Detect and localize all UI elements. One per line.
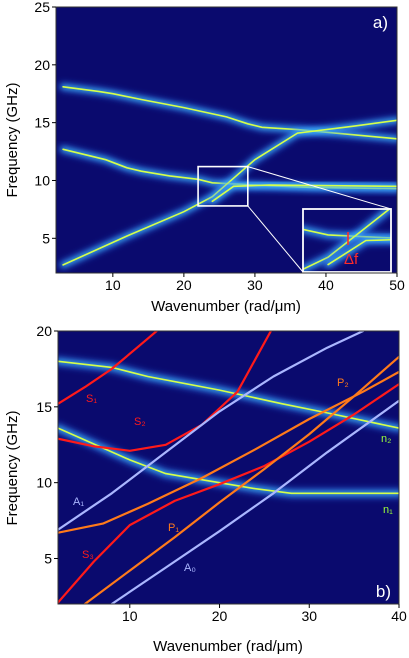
panel-b-y-tick-label: 5 — [44, 551, 52, 567]
panel-b-y-axis-label: Frequency (GHz) — [4, 410, 21, 525]
series-label-a1: A₁ — [73, 496, 84, 508]
series-line-3 — [58, 383, 399, 604]
panel-b-x-tick-label: 40 — [391, 608, 407, 624]
series-line-4 — [58, 331, 365, 531]
series-label-s1: S₁ — [86, 393, 97, 405]
panel-a-inset-frame — [302, 208, 392, 273]
series-label-s2: S₂ — [134, 416, 146, 428]
panel-b: S₁ S₂ S₃ A₁ A₀ P₁ P₂ n₂ n₁ 10 20 30 40 5 10 15… — [4, 323, 407, 655]
panel-b-bands — [58, 356, 399, 499]
panel-a-zoom-line-bottom — [247, 205, 304, 273]
panel-a: Δf 10 20 30 40 50 5 10 15 20 25 a) Wavenumber (ra… — [4, 0, 405, 315]
panel-a-band-4 — [211, 184, 397, 203]
panel-b-y-tick-label: 10 — [36, 475, 52, 491]
panel-a-zoom-line-top — [247, 166, 392, 210]
panel-a-zoom-box — [197, 165, 249, 207]
panel-a-inset: Δf — [302, 208, 392, 273]
panel-a-inset-band-4 — [327, 238, 391, 266]
panel-a-inset-bands — [303, 209, 391, 272]
series-line-1 — [58, 331, 159, 405]
band-label-n2: n₂ — [381, 433, 391, 445]
panel-b-x-axis-label: Wavenumber (rad/μm) — [153, 638, 303, 655]
panel-a-y-tick-label: 15 — [34, 115, 50, 131]
series-label-s3: S₃ — [82, 549, 94, 561]
panel-b-x-tick-label: 10 — [122, 608, 138, 624]
panel-a-x-tick-label: 20 — [176, 277, 192, 293]
panel-b-y-tick-label: 15 — [36, 399, 52, 415]
panel-a-y-tick-label: 25 — [34, 0, 50, 15]
panel-b-band-1 — [58, 360, 399, 429]
panel-a-y-tick-label: 20 — [34, 57, 50, 73]
panel-a-x-axis-label: Wavenumber (rad/μm) — [151, 298, 301, 315]
panel-a-axes: 10 20 30 40 50 5 10 15 20 25 — [34, 0, 405, 293]
panel-a-x-tick-label: 30 — [247, 277, 263, 293]
panel-a-y-tick-label: 5 — [42, 230, 50, 246]
series-label-p1: P₁ — [168, 522, 179, 534]
series-line-2 — [58, 331, 273, 452]
panel-b-x-tick-label: 30 — [301, 608, 317, 624]
panel-a-label: a) — [373, 13, 388, 32]
panel-a-inset-band-3 — [303, 209, 391, 271]
panel-a-band-3 — [62, 119, 397, 266]
panel-b-frame — [57, 330, 400, 605]
panel-b-label: b) — [376, 582, 391, 601]
panel-b-x-tick-label: 20 — [212, 608, 228, 624]
panel-b-plot-area — [58, 331, 399, 604]
series-line-7 — [83, 355, 399, 604]
panel-a-x-tick-label: 50 — [389, 277, 405, 293]
panel-a-y-axis-label: Frequency (GHz) — [4, 82, 21, 197]
band-label-n1: n₁ — [383, 504, 393, 516]
panel-a-x-tick-label: 40 — [318, 277, 334, 293]
panel-b-dispersion-lines — [58, 331, 399, 604]
panel-a-delta-label: Δf — [344, 251, 359, 268]
series-line-5 — [110, 399, 399, 604]
panel-b-y-tick-label: 20 — [36, 323, 52, 339]
series-label-a0: A₀ — [184, 562, 196, 574]
panel-b-axes: 10 20 30 40 5 10 15 20 — [36, 323, 407, 624]
panel-a-x-tick-label: 10 — [105, 277, 121, 293]
series-label-p2: P₂ — [337, 377, 349, 389]
panel-b-series-labels: S₁ S₂ S₃ A₁ A₀ P₁ P₂ n₂ n₁ — [73, 377, 393, 574]
panel-b-band-2 — [58, 427, 399, 495]
panel-a-bands — [58, 82, 397, 270]
panel-a-y-tick-label: 10 — [34, 172, 50, 188]
panel-a-frame — [55, 6, 398, 274]
